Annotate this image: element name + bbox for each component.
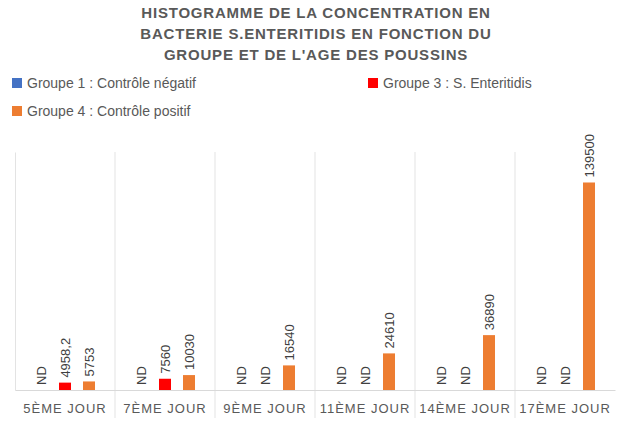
x-tick-label: 14ÈME JOUR: [419, 401, 511, 416]
bar: [83, 381, 95, 390]
data-label: 36890: [482, 294, 497, 330]
data-label: ND: [558, 366, 573, 385]
chart-title: HISTOGRAMME DE LA CONCENTRATION ENBACTER…: [140, 4, 491, 63]
data-label: ND: [134, 366, 149, 385]
data-label: 10030: [182, 334, 197, 370]
data-labels: ND ND ND ND ND ND 4958,2 7560 ND ND ND ND 5753 10030 1…: [34, 134, 597, 385]
x-tick: 14ÈME JOUR: [419, 390, 511, 416]
x-tick-label: 7ÈME JOUR: [123, 401, 206, 416]
y-axis-line: [15, 153, 16, 391]
x-tick-label: 9ÈME JOUR: [223, 401, 306, 416]
legend-item: Groupe 1 : Contrôle négatif: [12, 75, 196, 91]
x-tick: 5ÈME JOUR: [23, 390, 106, 416]
legend-item: Groupe 4 : Contrôle positif: [12, 103, 191, 119]
legend-swatch: [368, 78, 378, 88]
data-label: ND: [234, 366, 249, 385]
x-tick: 17ÈME JOUR: [519, 390, 611, 416]
bars: [59, 182, 595, 390]
data-label: 5753: [82, 348, 97, 377]
data-label: ND: [458, 366, 473, 385]
bar: [283, 365, 295, 390]
data-label: ND: [258, 366, 273, 385]
data-label: ND: [34, 366, 49, 385]
legend-swatch: [12, 106, 22, 116]
category-separator: [215, 152, 216, 418]
data-label: 24610: [382, 312, 397, 348]
bar: [583, 182, 595, 390]
data-label: 139500: [582, 134, 597, 177]
x-axis-line: [16, 390, 616, 391]
legend-label: Groupe 3 : S. Enteritidis: [383, 75, 532, 91]
x-tick-label: 17ÈME JOUR: [519, 401, 611, 416]
category-separators: [115, 152, 515, 418]
bar: [183, 375, 195, 390]
x-axis: 5ÈME JOUR 7ÈME JOUR 9ÈME JOUR 11ÈME JOUR 14È…: [16, 390, 616, 416]
data-label: 4958,2: [58, 338, 73, 378]
category-separator: [415, 152, 416, 418]
legend: Groupe 1 : Contrôle négatif Groupe 3 : S.…: [12, 75, 532, 119]
bar: [59, 383, 71, 390]
data-label: ND: [358, 366, 373, 385]
data-label: ND: [434, 366, 449, 385]
data-label: 16540: [282, 324, 297, 360]
category-separator: [515, 152, 516, 418]
data-label: ND: [534, 366, 549, 385]
legend-label: Groupe 1 : Contrôle négatif: [27, 75, 196, 91]
data-label: ND: [334, 366, 349, 385]
legend-swatch: [12, 78, 22, 88]
chart: HISTOGRAMME DE LA CONCENTRATION ENBACTER…: [0, 0, 632, 424]
category-separator: [315, 152, 316, 418]
x-tick-label: 5ÈME JOUR: [23, 401, 106, 416]
bar: [483, 335, 495, 390]
bar: [159, 379, 171, 390]
legend-item: Groupe 3 : S. Enteritidis: [368, 75, 532, 91]
data-label: 7560: [158, 345, 173, 374]
x-tick-label: 11ÈME JOUR: [320, 401, 411, 416]
y-axis: [15, 153, 16, 391]
x-tick: 9ÈME JOUR: [223, 390, 306, 416]
x-tick: 7ÈME JOUR: [123, 390, 206, 416]
x-tick: 11ÈME JOUR: [320, 390, 411, 416]
bar: [383, 353, 395, 390]
legend-label: Groupe 4 : Contrôle positif: [27, 103, 191, 119]
category-separator: [115, 152, 116, 418]
